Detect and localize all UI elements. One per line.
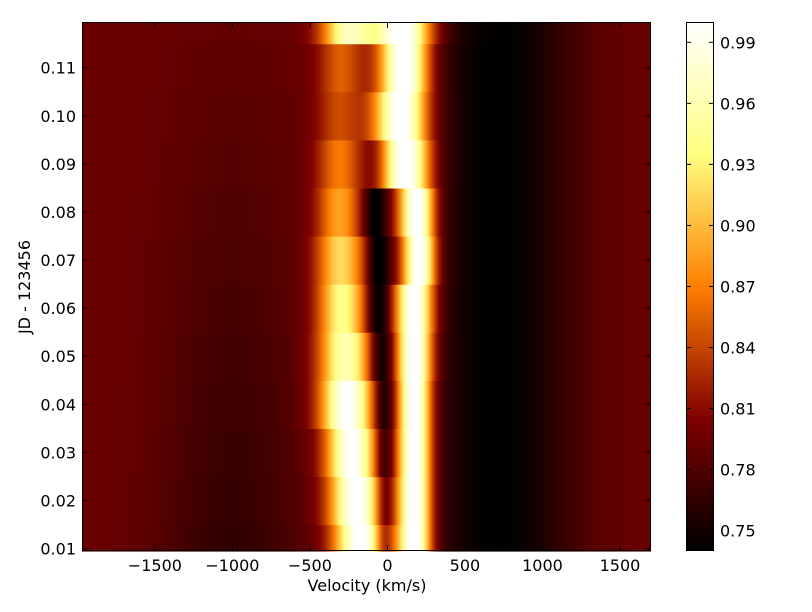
spectrum-row: [82, 380, 651, 429]
y-tick-label: 0.09: [40, 155, 76, 174]
x-tick-label: −1000: [205, 556, 259, 575]
spectrum-row: [82, 476, 651, 526]
y-tick-label: 0.10: [40, 107, 76, 126]
y-tick-label: 0.11: [40, 59, 76, 78]
spectrum-row: [82, 524, 651, 552]
y-axis-label: JD - 123456: [15, 240, 34, 335]
spectrum-row: [82, 284, 651, 333]
y-tick-label: 0.01: [40, 540, 76, 559]
y-tick-label: 0.07: [40, 251, 76, 270]
colorbar-tick-label: 0.96: [720, 94, 756, 113]
spectrum-row: [82, 22, 651, 45]
x-axis-label: Velocity (km/s): [308, 576, 427, 595]
y-tick-label: 0.03: [40, 443, 76, 462]
y-tick-label: 0.06: [40, 299, 76, 318]
spectrum-row: [82, 428, 651, 478]
x-tick-label: −500: [288, 556, 332, 575]
colorbar-tick-label: 0.75: [720, 522, 756, 541]
colorbar-tick-label: 0.90: [720, 216, 756, 235]
plot-frame: [82, 22, 651, 551]
spectrum-row: [82, 332, 651, 381]
heatmap-plot-area: [82, 22, 651, 552]
colorbar-tick-label: 0.99: [720, 33, 756, 52]
spectrum-row: [82, 139, 651, 189]
x-axis-ticks: −1500 −1000 −500 0 500 1000 1500: [128, 22, 641, 575]
x-tick-label: −1500: [128, 556, 182, 575]
colorbar-tick-label: 0.84: [720, 339, 756, 358]
y-tick-label: 0.02: [40, 492, 76, 511]
spectrum-row: [82, 187, 651, 237]
spectrum-row: [82, 91, 651, 141]
y-tick-label: 0.04: [40, 395, 76, 414]
x-tick-label: 1500: [600, 556, 641, 575]
colorbar-ticks: 0.75 0.78 0.81 0.84 0.87 0.90 0.93 0.96 0.99: [686, 33, 756, 541]
x-tick-label: 500: [450, 556, 481, 575]
spectrum-row: [82, 236, 651, 285]
y-tick-label: 0.08: [40, 203, 76, 222]
colorbar-tick-label: 0.87: [720, 278, 756, 297]
y-axis-ticks: 0.01 0.02 0.03 0.04 0.05 0.06 0.07 0.08 0.09 0.10…: [40, 59, 651, 559]
x-tick-label: 0: [382, 556, 392, 575]
colorbar-tick-label: 0.81: [720, 400, 756, 419]
spectrum-row: [82, 43, 651, 93]
x-tick-label: 1000: [522, 556, 563, 575]
colorbar-tick-label: 0.93: [720, 155, 756, 174]
colorbar-tick-label: 0.78: [720, 461, 756, 480]
y-tick-label: 0.05: [40, 347, 76, 366]
